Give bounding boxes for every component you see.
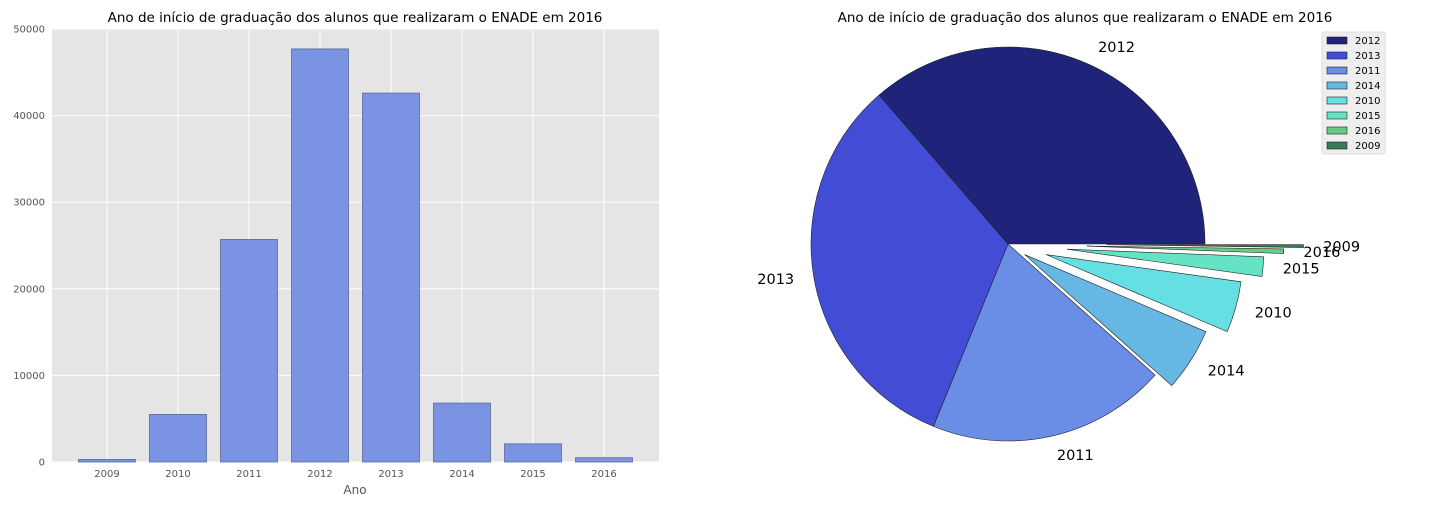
bar-y-tick-label: 0 <box>39 458 45 469</box>
pie-chart-title: Ano de início de graduação dos alunos qu… <box>838 10 1333 26</box>
pie-legend: 2012 2013 2011 2014 2010 2015 2016 2009 <box>1321 31 1386 155</box>
bar-x-axis-label: Ano <box>343 483 366 497</box>
bar-x-tick-label: 2014 <box>449 469 474 480</box>
pie-slice-2010 <box>1045 254 1242 333</box>
pie-legend-label: 2016 <box>1355 126 1380 137</box>
pie-legend-label: 2013 <box>1355 51 1380 62</box>
bar-2012 <box>291 48 349 463</box>
pie-slice-2011 <box>933 243 1156 442</box>
pie-slice-label: 2014 <box>1208 364 1245 380</box>
pie-legend-frame <box>1321 31 1386 155</box>
pie-legend-swatch <box>1326 36 1348 45</box>
bar-chart: 2009 2010 2011 2012 2013 2014 2015 2016 0 10000 2… <box>13 10 659 497</box>
pie-slice-label: 2011 <box>1057 448 1094 464</box>
bar-y-tick-label: 40000 <box>13 111 45 122</box>
pie-legend-swatch <box>1326 81 1348 90</box>
bar-2015 <box>504 443 562 463</box>
bar-x-tick-label: 2013 <box>378 469 403 480</box>
bar-2014 <box>433 402 491 463</box>
bar-plot-background <box>52 29 659 462</box>
pie-legend-label: 2014 <box>1355 81 1380 92</box>
bar-series <box>78 48 633 463</box>
bar-2016 <box>575 457 633 463</box>
pie-slice-2014 <box>1024 254 1207 387</box>
bar-x-tick-label: 2015 <box>520 469 545 480</box>
pie-slice-label: 2010 <box>1255 305 1292 321</box>
pie-chart: Ano de início de graduação dos alunos qu… <box>757 10 1386 464</box>
bar-2013 <box>362 92 420 463</box>
pie-legend-label: 2010 <box>1355 96 1380 107</box>
pie-legend-label: 2011 <box>1355 66 1380 77</box>
pie-slice-2016 <box>1086 245 1285 254</box>
pie-legend-swatch <box>1326 96 1348 105</box>
bar-y-tick-label: 30000 <box>13 198 45 209</box>
bar-x-tick-label: 2009 <box>94 469 119 480</box>
pie-slice-label: 2015 <box>1283 261 1320 277</box>
pie-slice-2015 <box>1066 248 1265 277</box>
pie-legend-swatch <box>1326 126 1348 135</box>
bar-y-tick-labels: 0 10000 20000 30000 40000 50000 <box>13 25 45 469</box>
bar-x-tick-label: 2012 <box>307 469 332 480</box>
bar-chart-title: Ano de início de graduação dos alunos qu… <box>108 10 603 26</box>
bar-y-tick-label: 10000 <box>13 371 45 382</box>
bar-2010 <box>149 413 207 463</box>
pie-slice-2009 <box>1106 244 1304 248</box>
bar-y-tick-label: 50000 <box>13 25 45 36</box>
pie-slice-2013 <box>810 94 1009 427</box>
pie-legend-swatch <box>1326 51 1348 60</box>
bar-x-tick-label: 2011 <box>236 469 261 480</box>
bar-x-tick-label: 2016 <box>591 469 616 480</box>
bar-x-tick-label: 2010 <box>165 469 190 480</box>
pie-slice-label: 2013 <box>757 272 794 288</box>
pie-slices <box>810 46 1304 442</box>
pie-legend-swatch <box>1326 141 1348 150</box>
pie-legend-label: 2009 <box>1355 141 1380 152</box>
bar-2009 <box>78 459 136 463</box>
pie-legend-label: 2012 <box>1355 36 1380 47</box>
pie-slice-2012 <box>878 46 1206 245</box>
bar-y-tick-label: 20000 <box>13 284 45 295</box>
pie-legend-swatch <box>1326 111 1348 120</box>
pie-slice-label: 2012 <box>1098 40 1135 56</box>
pie-legend-swatch <box>1326 66 1348 75</box>
bar-x-tick-labels: 2009 2010 2011 2012 2013 2014 2015 2016 <box>94 469 616 480</box>
pie-slice-label: 2016 <box>1303 245 1340 261</box>
bar-2011 <box>220 239 278 463</box>
pie-slice-label: 2009 <box>1323 239 1360 255</box>
pie-legend-label: 2015 <box>1355 111 1380 122</box>
